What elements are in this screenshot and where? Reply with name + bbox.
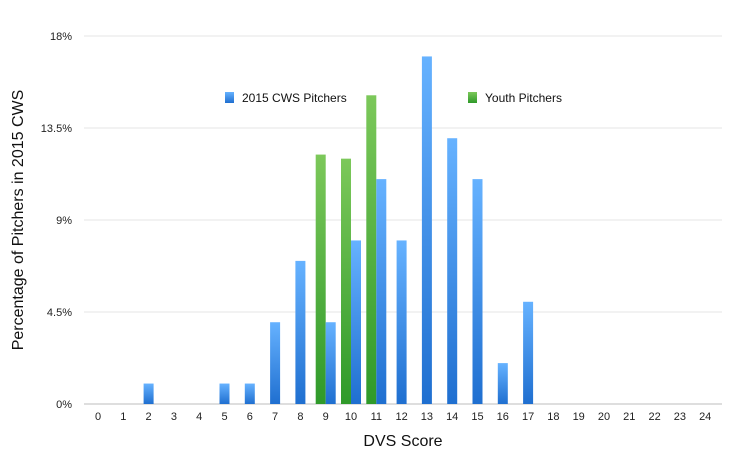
bar-2015-cws-pitchers <box>421 56 432 404</box>
bar-2015-cws-pitchers <box>447 138 458 404</box>
bar-2015-cws-pitchers <box>523 301 534 404</box>
y-tick-label: 0% <box>56 399 72 411</box>
x-tick-label: 3 <box>171 411 177 423</box>
x-tick-label: 18 <box>547 411 559 423</box>
bar-2015-cws-pitchers <box>376 179 387 404</box>
x-tick-label: 17 <box>522 411 534 423</box>
x-tick-label: 11 <box>371 411 382 423</box>
x-tick-label: 9 <box>323 411 329 423</box>
x-tick-label: 15 <box>471 411 483 423</box>
y-axis-ticks: 0% 4.5% 9% 13.5% 18% <box>41 31 72 411</box>
legend: 2015 CWS Pitchers Youth Pitchers <box>225 91 562 105</box>
bar-youth-pitchers <box>341 158 351 404</box>
bar-2015-cws-pitchers <box>270 322 281 404</box>
x-tick-label: 19 <box>573 411 585 423</box>
bar-2015-cws-pitchers <box>351 240 361 404</box>
bar-2015-cws-pitchers <box>244 383 255 404</box>
x-tick-label: 1 <box>120 411 126 423</box>
gridlines <box>84 35 722 405</box>
y-axis-title: Percentage of Pitchers in 2015 CWS <box>10 90 27 351</box>
x-axis-ticks: 0 1 2 3 4 5 6 7 8 9 10 11 12 13 14 15 16 17 18 19 20 21 22 23 24 <box>95 411 711 423</box>
bar-2015-cws-pitchers <box>143 383 154 404</box>
x-tick-label: 14 <box>446 411 458 423</box>
bar-2015-cws-pitchers <box>472 179 483 404</box>
y-tick-label: 4.5% <box>47 307 72 319</box>
x-tick-label: 12 <box>395 411 407 423</box>
legend-swatch <box>225 92 234 103</box>
x-tick-label: 10 <box>345 411 357 423</box>
bar-youth-pitchers <box>315 154 326 404</box>
bar-youth-pitchers <box>366 95 377 405</box>
x-tick-label: 24 <box>699 411 711 423</box>
x-tick-label: 23 <box>674 411 686 423</box>
x-tick-label: 22 <box>648 411 660 423</box>
x-tick-label: 16 <box>497 411 509 423</box>
legend-label: Youth Pitchers <box>485 91 562 105</box>
x-tick-label: 4 <box>196 411 202 423</box>
legend-swatch <box>468 92 477 103</box>
bars <box>143 56 534 405</box>
y-tick-label: 13.5% <box>41 123 72 135</box>
x-tick-label: 13 <box>421 411 433 423</box>
x-axis-title: DVS Score <box>363 433 442 450</box>
x-tick-label: 7 <box>272 411 278 423</box>
bar-2015-cws-pitchers <box>325 322 336 404</box>
y-tick-label: 18% <box>50 31 72 43</box>
x-tick-label: 0 <box>95 411 101 423</box>
x-tick-label: 5 <box>221 411 227 423</box>
x-tick-label: 8 <box>297 411 303 423</box>
x-tick-label: 21 <box>623 411 635 423</box>
x-tick-label: 2 <box>146 411 152 423</box>
x-tick-label: 20 <box>598 411 610 423</box>
bar-2015-cws-pitchers <box>497 363 508 404</box>
x-tick-label: 6 <box>247 411 253 423</box>
bar-2015-cws-pitchers <box>219 383 230 404</box>
bar-2015-cws-pitchers <box>295 260 306 404</box>
y-tick-label: 9% <box>56 215 72 227</box>
legend-label: 2015 CWS Pitchers <box>242 91 347 105</box>
bar-2015-cws-pitchers <box>396 240 407 404</box>
